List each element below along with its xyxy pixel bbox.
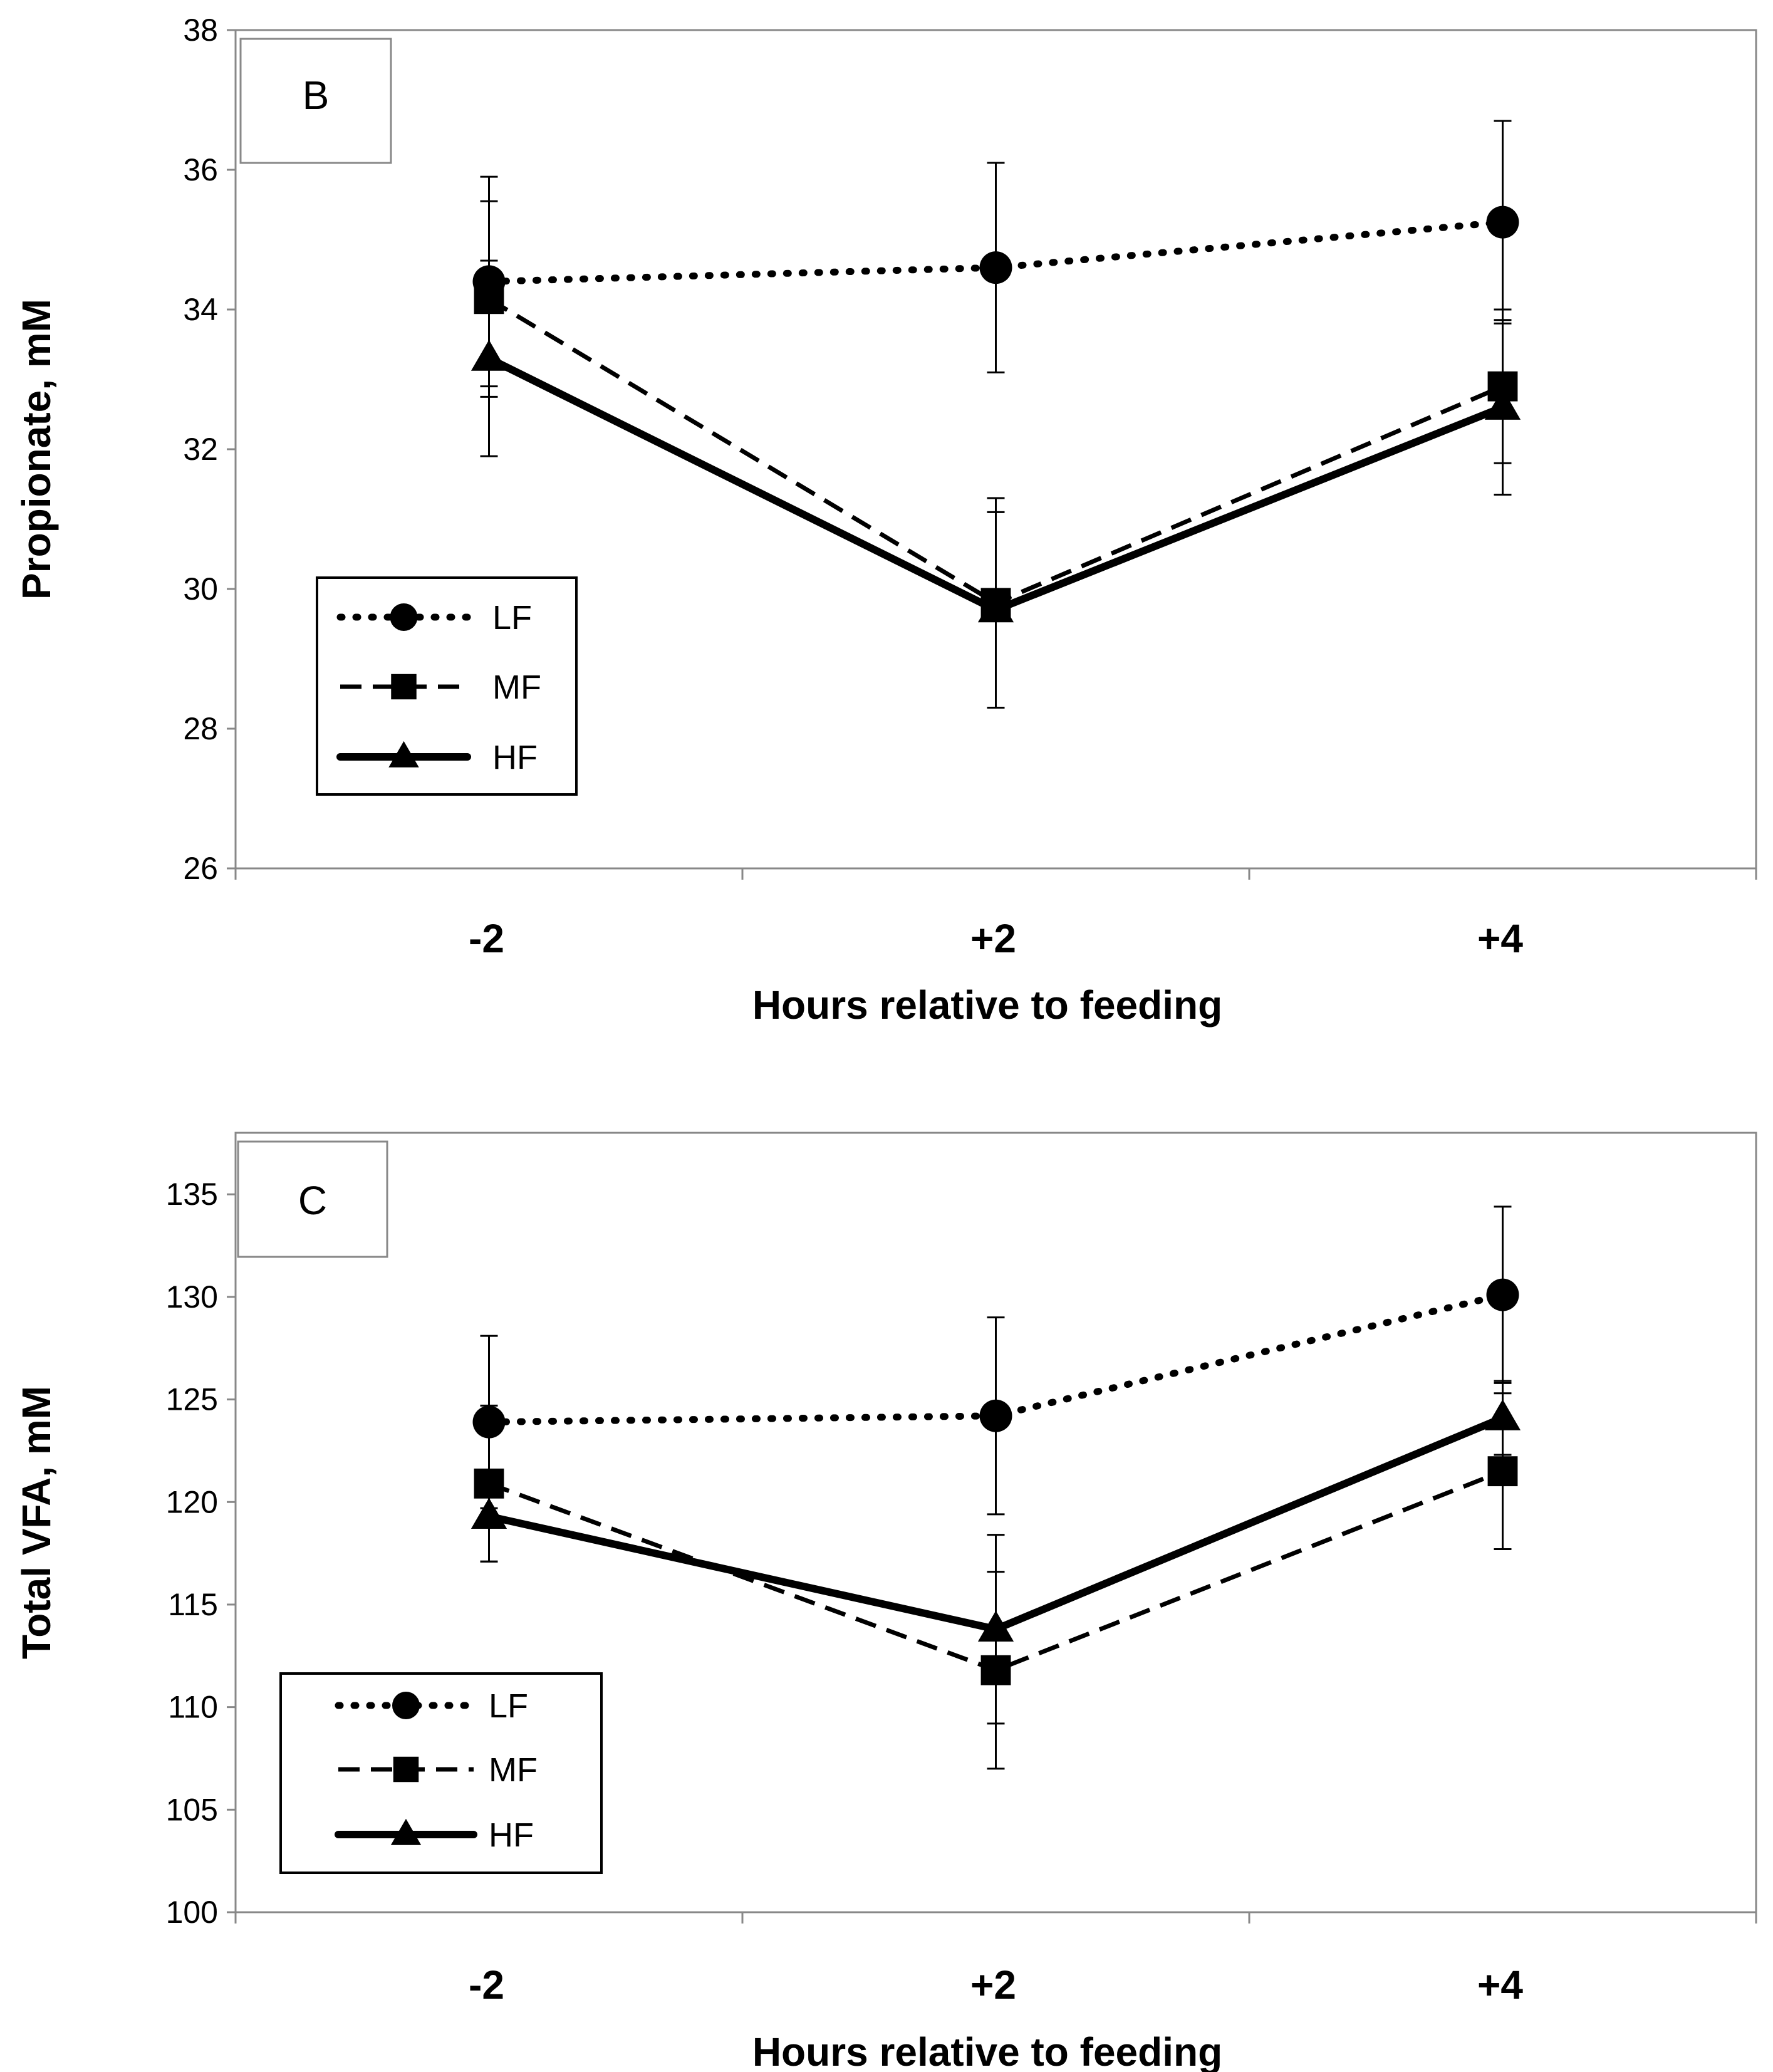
legend: LF MF HF (279, 1672, 603, 1874)
data-point (1484, 1399, 1521, 1430)
y-tick-label: 135 (166, 1177, 218, 1212)
y-tick-label: 105 (166, 1792, 218, 1827)
series-hf (471, 259, 1521, 709)
legend-marker-hf (390, 1818, 422, 1845)
y-tick-label: 28 (183, 711, 218, 746)
legend-label-lf: LF (489, 1687, 528, 1725)
data-point (977, 591, 1014, 623)
y-axis-title: Total VFA, mM (14, 1386, 59, 1659)
panel-label: C (298, 1178, 327, 1223)
x-tick-label: +4 (1477, 1962, 1523, 2007)
legend-marker-mf (393, 1756, 419, 1783)
data-point (977, 1610, 1014, 1642)
legend-label-mf: MF (489, 1751, 538, 1789)
data-point (471, 340, 507, 371)
y-tick-label: 125 (166, 1382, 218, 1417)
data-point (1486, 1278, 1519, 1311)
legend-marker-mf (391, 674, 417, 700)
y-tick-label: 34 (183, 292, 218, 327)
legend-box (279, 1672, 603, 1874)
chart-panel-c: 100 105 110 115 120 125 130 135 -2 +2 +4 C Total … (14, 1132, 1757, 2072)
series-lf (472, 120, 1519, 388)
legend-entries: LF MF HF (335, 1687, 538, 1854)
x-tick-label: +2 (970, 916, 1016, 961)
y-tick-label: 30 (183, 571, 218, 607)
y-tick-label: 110 (168, 1690, 218, 1725)
x-tick-label: -2 (469, 1962, 504, 2007)
data-point (1487, 1456, 1518, 1487)
y-tick-label: 115 (168, 1587, 218, 1622)
x-axis-ticks: -2 +2 +4 (234, 1912, 1757, 2007)
data-point (1486, 206, 1519, 239)
data-point (979, 1399, 1012, 1432)
y-tick-label: 36 (183, 152, 218, 187)
panel-label: B (303, 73, 330, 118)
x-tick-label: +4 (1477, 916, 1523, 961)
series-layer (471, 120, 1521, 709)
y-axis-title: Propionate, mM (14, 299, 59, 600)
legend-marker-lf (392, 1692, 420, 1719)
panel-label-box (237, 1140, 388, 1258)
y-tick-label: 26 (183, 851, 218, 886)
y-tick-label: 100 (166, 1895, 218, 1930)
legend-label-lf: LF (492, 599, 532, 637)
legend-label-hf: HF (489, 1816, 534, 1854)
chart-panel-b: 26 28 30 32 34 36 38 -2 +2 +4 B Propionate, mM H… (14, 13, 1757, 1028)
data-point (1484, 388, 1521, 420)
series-line (486, 1291, 1506, 1426)
y-axis-ticks: 26 28 30 32 34 36 38 (183, 13, 236, 886)
series-lf (472, 1205, 1519, 1516)
series-line (486, 219, 1506, 285)
legend-marker-lf (390, 603, 418, 631)
series-hf (471, 1380, 1521, 1725)
series-layer (471, 1205, 1521, 1770)
x-axis-title: Hours relative to feeding (752, 982, 1222, 1028)
legend-marker-hf (388, 741, 419, 768)
legend-label-mf: MF (492, 669, 541, 706)
x-axis-title: Hours relative to feeding (752, 2029, 1222, 2072)
data-point (979, 251, 1012, 284)
x-axis-ticks: -2 +2 +4 (234, 868, 1757, 961)
y-tick-label: 38 (183, 13, 218, 48)
legend: LF MF HF (316, 576, 578, 796)
y-tick-label: 120 (166, 1484, 218, 1519)
y-tick-label: 32 (183, 432, 218, 467)
x-tick-label: +2 (970, 1962, 1016, 2007)
legend-label-hf: HF (492, 739, 538, 776)
data-point (471, 1497, 507, 1529)
y-tick-label: 130 (166, 1279, 218, 1315)
legend-entries: LF MF HF (336, 599, 541, 776)
panel-label-box (239, 38, 392, 164)
x-tick-label: -2 (469, 916, 504, 961)
y-axis-ticks: 100 105 110 115 120 125 130 135 (166, 1177, 236, 1930)
